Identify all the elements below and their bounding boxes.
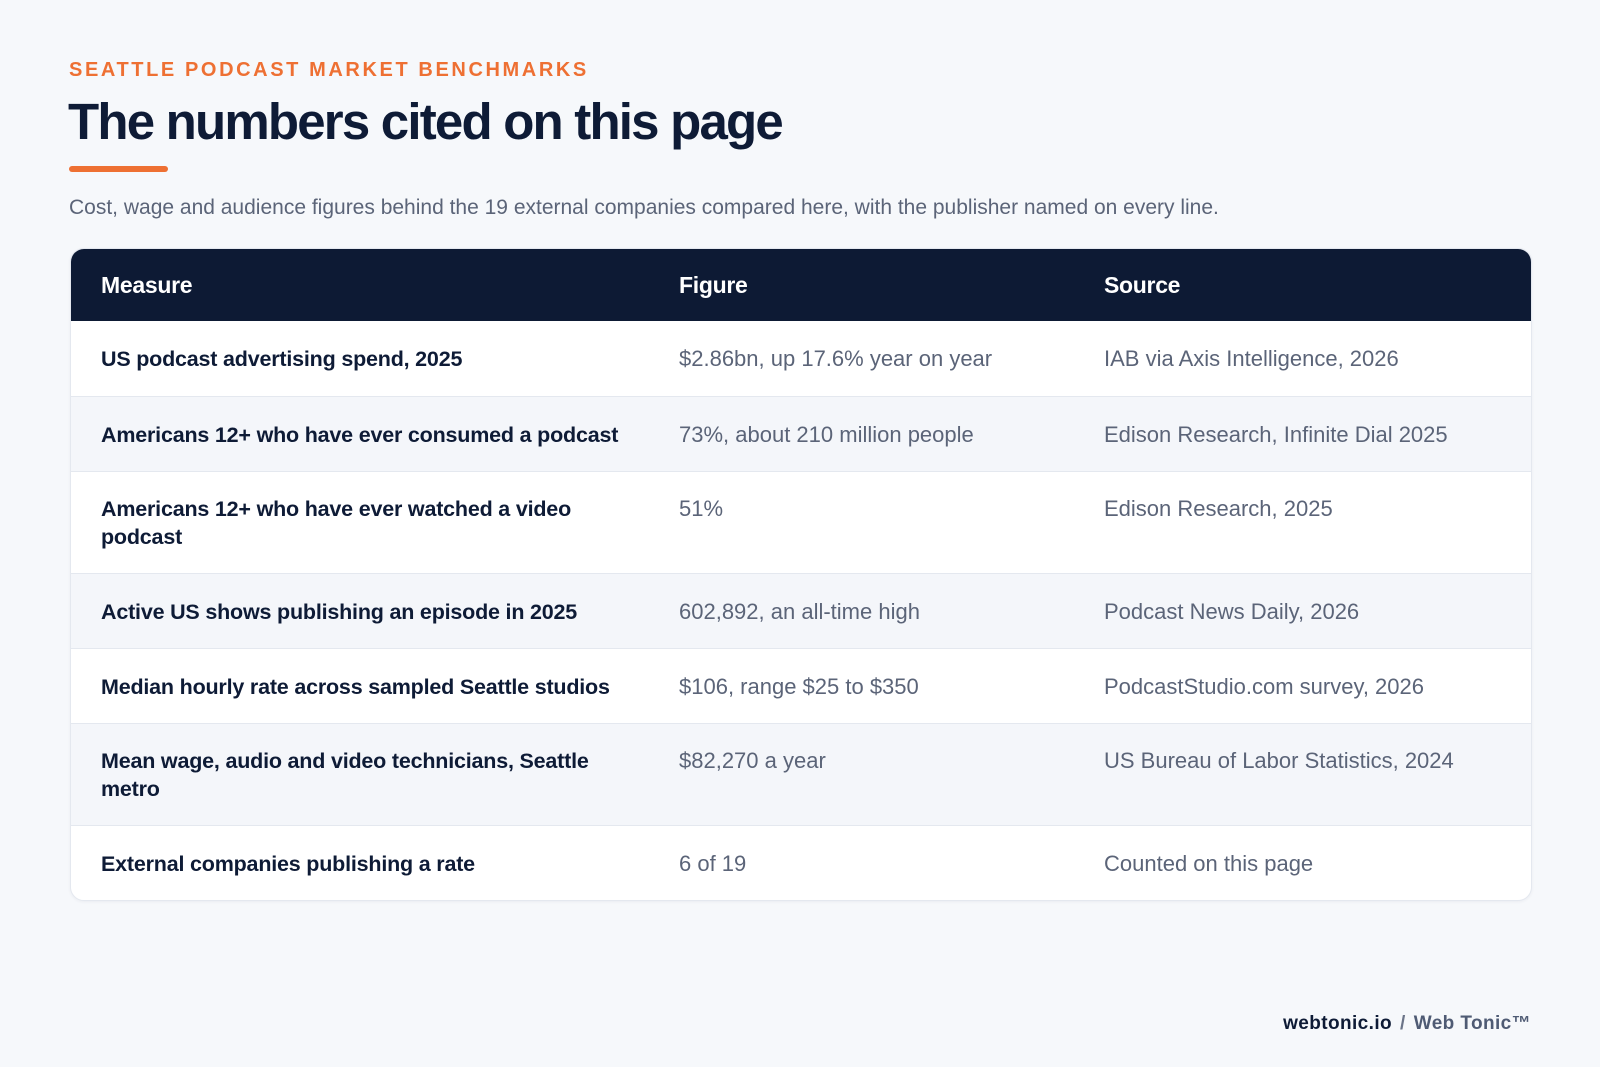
column-header-measure: Measure — [101, 271, 193, 298]
cell-source: US Bureau of Labor Statistics, 2024 — [1104, 748, 1454, 773]
cell-source: PodcastStudio.com survey, 2026 — [1104, 674, 1424, 699]
cell-source: IAB via Axis Intelligence, 2026 — [1104, 346, 1399, 371]
cell-measure: Americans 12+ who have ever watched a vi… — [101, 497, 571, 549]
cell-measure: Active US shows publishing an episode in… — [101, 600, 578, 624]
table-row: US podcast advertising spend, 2025 $2.86… — [71, 321, 1531, 396]
cell-source: Edison Research, 2025 — [1104, 496, 1333, 521]
cell-figure: 73%, about 210 million people — [679, 422, 974, 447]
footer-brand: Web Tonic™ — [1413, 1013, 1531, 1034]
cell-measure: US podcast advertising spend, 2025 — [101, 347, 463, 371]
cell-figure: $82,270 a year — [679, 748, 826, 773]
table-row: External companies publishing a rate 6 o… — [71, 825, 1531, 900]
title-underline — [69, 166, 168, 172]
footer-credit: webtonic.io / Web Tonic™ — [1283, 1013, 1531, 1035]
table-header: Measure Figure Source — [71, 249, 1531, 321]
table-row: Americans 12+ who have ever consumed a p… — [71, 396, 1531, 471]
cell-measure: Americans 12+ who have ever consumed a p… — [101, 423, 619, 447]
page-subtitle: Cost, wage and audience figures behind t… — [69, 196, 1219, 219]
eyebrow-label: SEATTLE PODCAST MARKET BENCHMARKS — [69, 59, 589, 81]
cell-measure: Median hourly rate across sampled Seattl… — [101, 675, 610, 699]
table-body: US podcast advertising spend, 2025 $2.86… — [71, 321, 1531, 900]
cell-source: Podcast News Daily, 2026 — [1104, 599, 1360, 624]
cell-figure: $2.86bn, up 17.6% year on year — [679, 346, 993, 371]
cell-figure: $106, range $25 to $350 — [679, 674, 919, 699]
cell-measure: Mean wage, audio and video technicians, … — [101, 749, 589, 801]
column-header-figure: Figure — [679, 271, 748, 298]
cell-source: Counted on this page — [1104, 851, 1314, 876]
footer-domain-link[interactable]: webtonic.io — [1283, 1013, 1393, 1034]
cell-measure: External companies publishing a rate — [101, 852, 475, 876]
cell-figure: 6 of 19 — [679, 851, 747, 876]
page-title: The numbers cited on this page — [68, 93, 784, 150]
table-row: Mean wage, audio and video technicians, … — [71, 723, 1531, 825]
column-header-source: Source — [1104, 271, 1181, 298]
table-row: Active US shows publishing an episode in… — [71, 573, 1531, 648]
benchmarks-table: Measure Figure Source US podcast adverti… — [70, 248, 1532, 901]
table-row: Americans 12+ who have ever watched a vi… — [71, 471, 1531, 573]
table-row: Median hourly rate across sampled Seattl… — [71, 648, 1531, 723]
cell-source: Edison Research, Infinite Dial 2025 — [1104, 422, 1448, 447]
footer-separator: / — [1400, 1013, 1406, 1034]
cell-figure: 602,892, an all-time high — [679, 599, 920, 624]
cell-figure: 51% — [679, 496, 724, 521]
